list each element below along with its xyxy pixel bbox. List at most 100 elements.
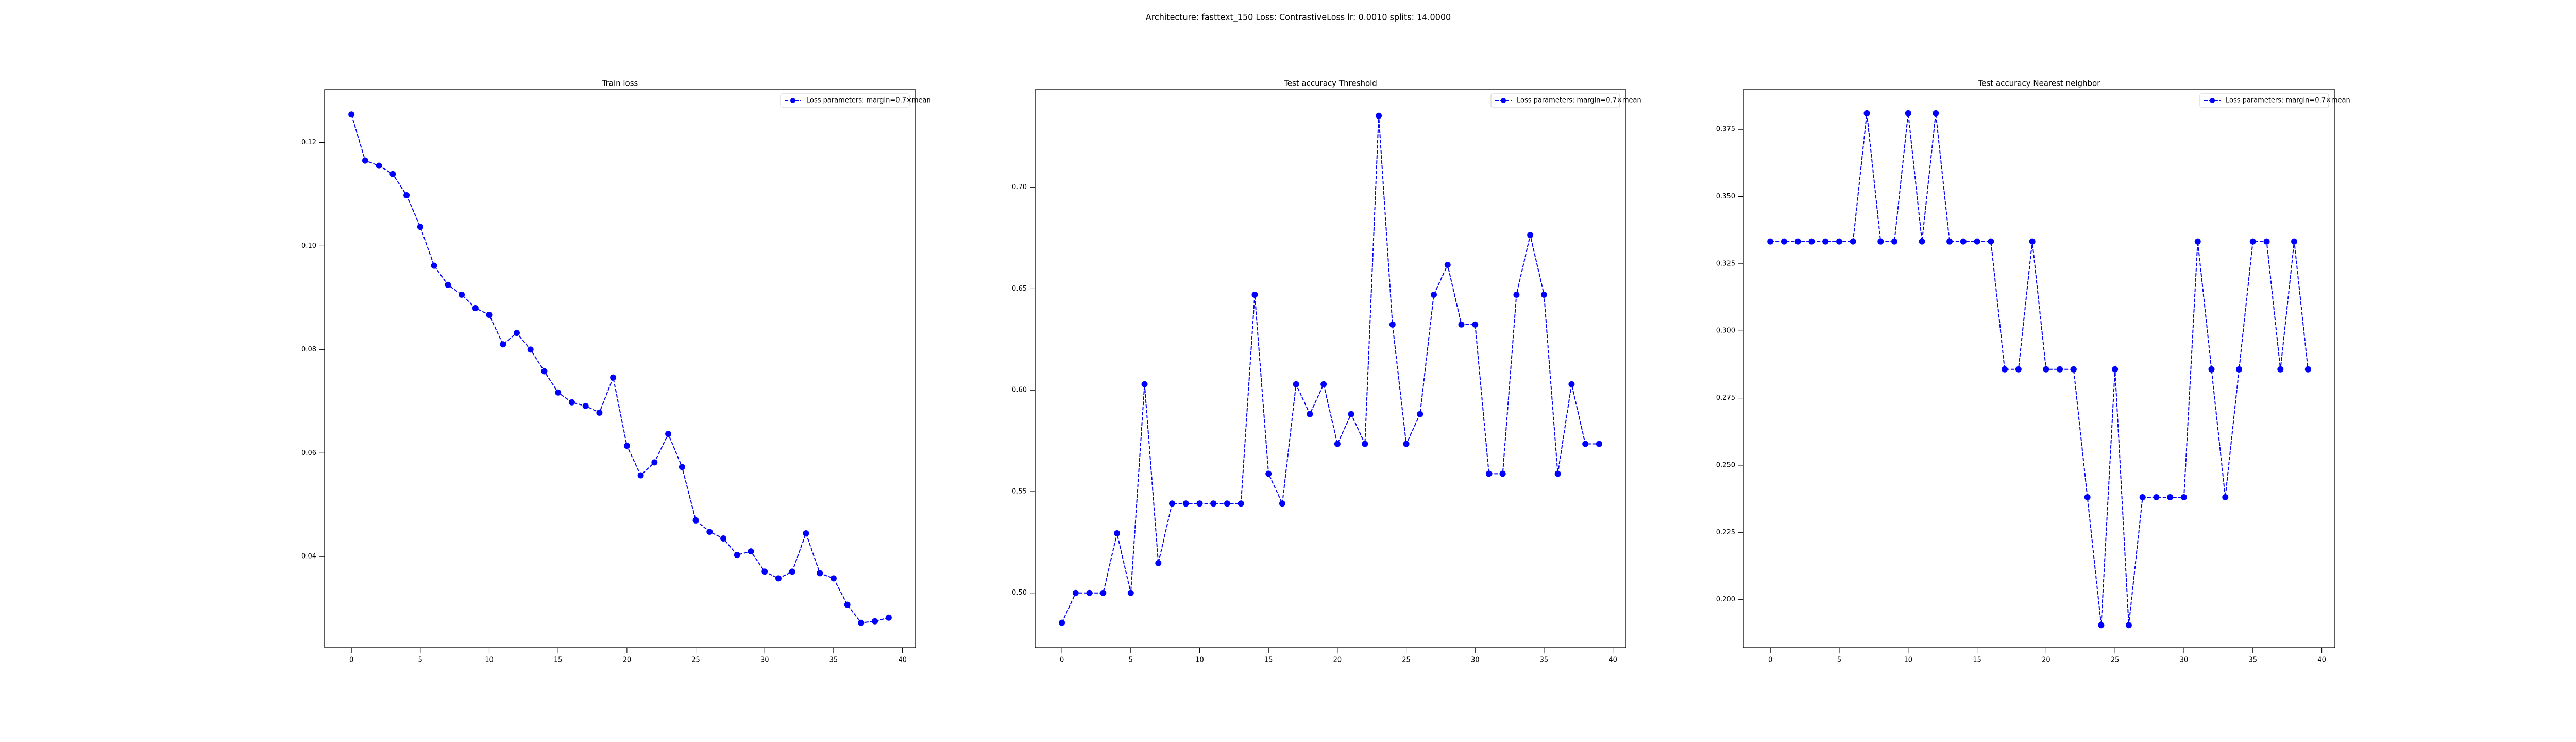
- legend-label: Loss parameters: margin=0.7×mean: [806, 97, 931, 105]
- data-point: [2180, 494, 2187, 501]
- legend-label: Loss parameters: margin=0.7×mean: [2226, 97, 2350, 105]
- x-tick-label: 15: [1973, 656, 1981, 664]
- y-tick-label: 0.200: [1716, 596, 1735, 603]
- x-tick-label: 25: [1402, 656, 1411, 664]
- data-point: [1251, 291, 1258, 298]
- data-point: [1946, 238, 1953, 245]
- data-point: [1224, 500, 1230, 507]
- data-point: [2029, 238, 2036, 245]
- data-point: [1238, 500, 1244, 507]
- y-tick-label: 0.300: [1716, 327, 1735, 335]
- data-point: [665, 431, 672, 437]
- data-point: [2304, 366, 2311, 373]
- data-point: [1596, 441, 1602, 447]
- y-tick-label: 0.250: [1716, 461, 1735, 469]
- data-point: [1960, 238, 1967, 245]
- data-point: [445, 281, 451, 288]
- data-point: [1141, 381, 1148, 387]
- x-tick-label: 5: [1837, 656, 1841, 664]
- x-tick-label: 30: [2180, 656, 2189, 664]
- y-tick-label: 0.10: [301, 242, 316, 250]
- y-tick-label: 0.70: [1012, 183, 1027, 191]
- data-point: [486, 312, 493, 318]
- data-point: [1348, 411, 1354, 417]
- figure-title: Architecture: fasttext_150 Loss: Contras…: [1146, 12, 1451, 23]
- series-line: [1770, 113, 2309, 626]
- data-point: [1431, 291, 1437, 298]
- data-point: [389, 171, 396, 177]
- data-point: [2125, 622, 2132, 629]
- x-tick-label: 0: [1060, 656, 1064, 664]
- data-point: [1072, 589, 1079, 596]
- y-tick-label: 0.325: [1716, 260, 1735, 267]
- data-point: [789, 568, 795, 575]
- y-tick-label: 0.275: [1716, 394, 1735, 402]
- y-tick-label: 0.225: [1716, 529, 1735, 536]
- data-point: [472, 305, 479, 311]
- x-tick-label: 25: [691, 656, 700, 664]
- subplot: Test accuracy Nearest neighbor 0 5 10 15 20 25…: [1716, 79, 2350, 664]
- data-point: [459, 291, 465, 298]
- y-tick-label: 0.12: [301, 139, 316, 146]
- data-point: [775, 575, 782, 582]
- data-point: [1582, 441, 1589, 447]
- data-point: [1877, 238, 1884, 245]
- x-tick-label: 10: [1195, 656, 1204, 664]
- y-tick-label: 0.50: [1012, 589, 1027, 597]
- data-point: [1086, 589, 1093, 596]
- data-point: [1527, 232, 1534, 239]
- x-tick-label: 0: [1768, 656, 1772, 664]
- y-tick-label: 0.60: [1012, 386, 1027, 394]
- data-point: [2098, 622, 2105, 629]
- subplot: Test accuracy Threshold 0 5 10 15 20 25 30 35 40 0…: [1012, 79, 1641, 664]
- data-point: [2167, 494, 2174, 501]
- data-point: [720, 535, 727, 542]
- data-point: [623, 443, 630, 449]
- data-point: [1794, 238, 1801, 245]
- y-tick-label: 0.55: [1012, 487, 1027, 495]
- y-tick-label: 0.08: [301, 346, 316, 353]
- data-point: [1362, 441, 1368, 447]
- data-point: [1863, 110, 1870, 116]
- x-tick-label: 15: [554, 656, 563, 664]
- data-point: [1196, 500, 1203, 507]
- x-tick-label: 35: [829, 656, 838, 664]
- x-tick-label: 20: [623, 656, 632, 664]
- data-point: [1933, 110, 1939, 116]
- data-point: [1485, 470, 1492, 477]
- data-point: [1822, 238, 1829, 245]
- data-point: [1293, 381, 1299, 387]
- x-tick-label: 10: [1904, 656, 1913, 664]
- x-tick-label: 30: [760, 656, 769, 664]
- data-point: [1444, 262, 1451, 268]
- axes-frame: [324, 89, 916, 648]
- data-point: [830, 575, 837, 582]
- x-tick-label: 5: [1129, 656, 1133, 664]
- series-line: [1061, 115, 1599, 623]
- data-point: [1403, 441, 1410, 447]
- data-point: [2139, 494, 2146, 501]
- axes-frame: [1743, 89, 2335, 648]
- data-point: [1836, 238, 1842, 245]
- data-point: [2236, 366, 2243, 373]
- data-point: [541, 368, 548, 375]
- data-point: [2112, 366, 2119, 373]
- data-point: [1100, 589, 1107, 596]
- data-point: [1808, 238, 1815, 245]
- x-tick-label: 0: [349, 656, 353, 664]
- series-line: [351, 114, 889, 623]
- data-point: [1279, 500, 1285, 507]
- y-tick-label: 0.06: [301, 449, 316, 457]
- data-point: [2263, 238, 2270, 245]
- data-point: [376, 162, 382, 169]
- y-tick-label: 0.04: [301, 553, 316, 561]
- data-point: [1320, 381, 1327, 387]
- data-point: [1182, 500, 1189, 507]
- data-point: [1781, 238, 1787, 245]
- data-point: [2208, 366, 2215, 373]
- data-point: [706, 528, 713, 535]
- data-point: [651, 459, 658, 466]
- x-tick-label: 40: [1608, 656, 1617, 664]
- x-tick-label: 15: [1264, 656, 1273, 664]
- y-tick-label: 0.375: [1716, 126, 1735, 133]
